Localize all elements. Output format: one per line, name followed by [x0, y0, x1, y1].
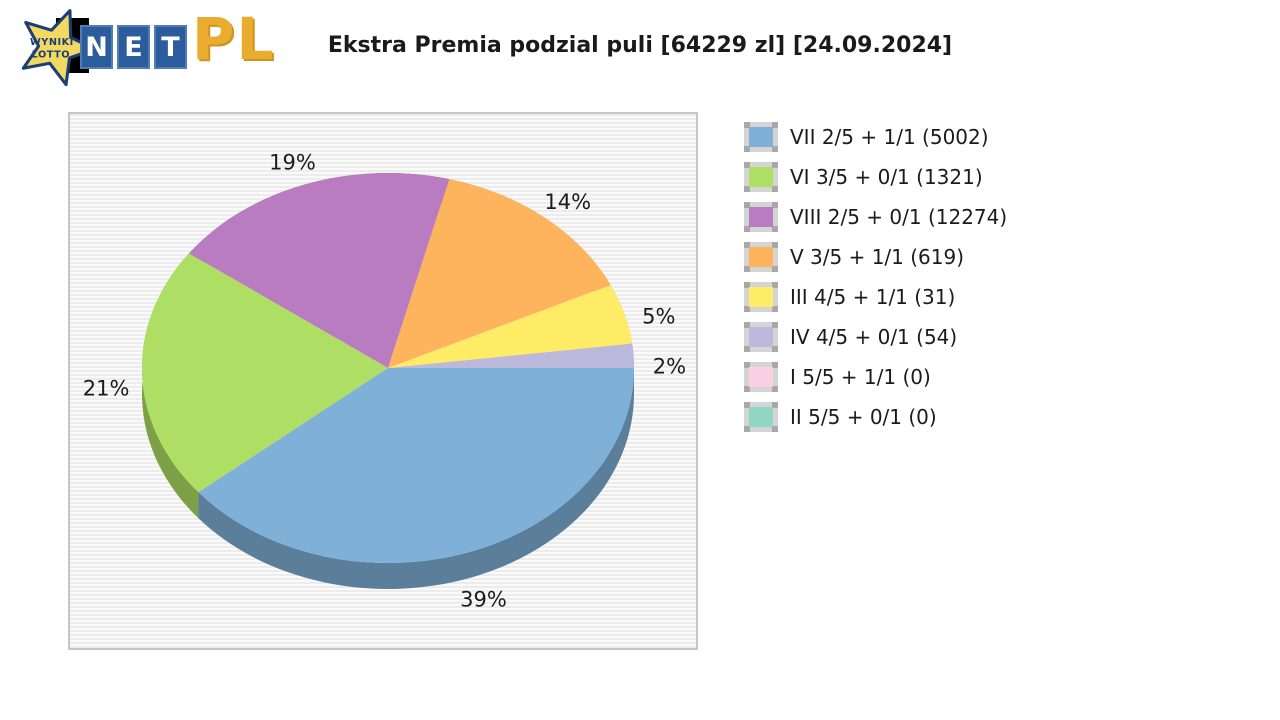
legend-label: VIII 2/5 + 0/1 (12274) [790, 205, 1008, 229]
legend-item: I 5/5 + 1/1 (0) [744, 362, 1007, 392]
lotto-star-icon: WYNIKI LOTTO [21, 9, 97, 87]
star-text-line2: LOTTO [32, 49, 70, 60]
legend-item: V 3/5 + 1/1 (619) [744, 242, 1007, 272]
pie-slice [388, 284, 633, 368]
legend-label: VII 2/5 + 1/1 (5002) [790, 125, 989, 149]
pie-chart-panel: 2% 5% 14% 19% 21% 39% [68, 112, 698, 650]
legend-swatch [744, 122, 778, 152]
pie-percent-label: 39% [460, 587, 507, 611]
pie-percent-label: 19% [269, 151, 316, 175]
legend-label: V 3/5 + 1/1 (619) [790, 245, 965, 269]
legend-swatch [744, 162, 778, 192]
star-text-line1: WYNIKI [30, 37, 74, 48]
logo-tile-n: N [80, 25, 113, 69]
legend-label: VI 3/5 + 0/1 (1321) [790, 165, 983, 189]
legend-swatch [744, 362, 778, 392]
legend-swatch [744, 242, 778, 272]
logo-tile-e: E [117, 25, 150, 69]
legend-swatch [744, 202, 778, 232]
logo-tile-t: T [154, 25, 187, 69]
pie-slice [141, 253, 388, 493]
pie-percent-label: 5% [642, 304, 675, 328]
legend-swatch [744, 282, 778, 312]
legend-item: VI 3/5 + 0/1 (1321) [744, 162, 1007, 192]
pie-slice [388, 343, 634, 368]
legend-label: II 5/5 + 0/1 (0) [790, 405, 937, 429]
logo-pl-text: PL [192, 5, 276, 73]
page-title: Ekstra Premia podzial puli [64229 zl] [2… [327, 33, 953, 58]
legend-item: VII 2/5 + 1/1 (5002) [744, 122, 1007, 152]
legend-item: VIII 2/5 + 0/1 (12274) [744, 202, 1007, 232]
legend-label: I 5/5 + 1/1 (0) [790, 365, 931, 389]
legend-item: III 4/5 + 1/1 (31) [744, 282, 1007, 312]
legend-swatch [744, 402, 778, 432]
pie-slice [388, 179, 611, 368]
pie-slice [198, 368, 634, 563]
chart-legend: VII 2/5 + 1/1 (5002) VI 3/5 + 0/1 (1321) V… [744, 122, 1007, 442]
pie-slice [188, 173, 450, 368]
legend-label: III 4/5 + 1/1 (31) [790, 285, 956, 309]
pie-chart: 2% 5% 14% 19% 21% 39% [83, 151, 686, 612]
pie-percent-label: 21% [83, 376, 130, 400]
pie-percent-label: 2% [653, 354, 686, 378]
legend-swatch [744, 322, 778, 352]
pie-percent-label: 14% [544, 190, 591, 214]
pie-slice-side [198, 368, 634, 589]
legend-item: II 5/5 + 0/1 (0) [744, 402, 1007, 432]
legend-label: IV 4/5 + 0/1 (54) [790, 325, 958, 349]
legend-item: IV 4/5 + 0/1 (54) [744, 322, 1007, 352]
